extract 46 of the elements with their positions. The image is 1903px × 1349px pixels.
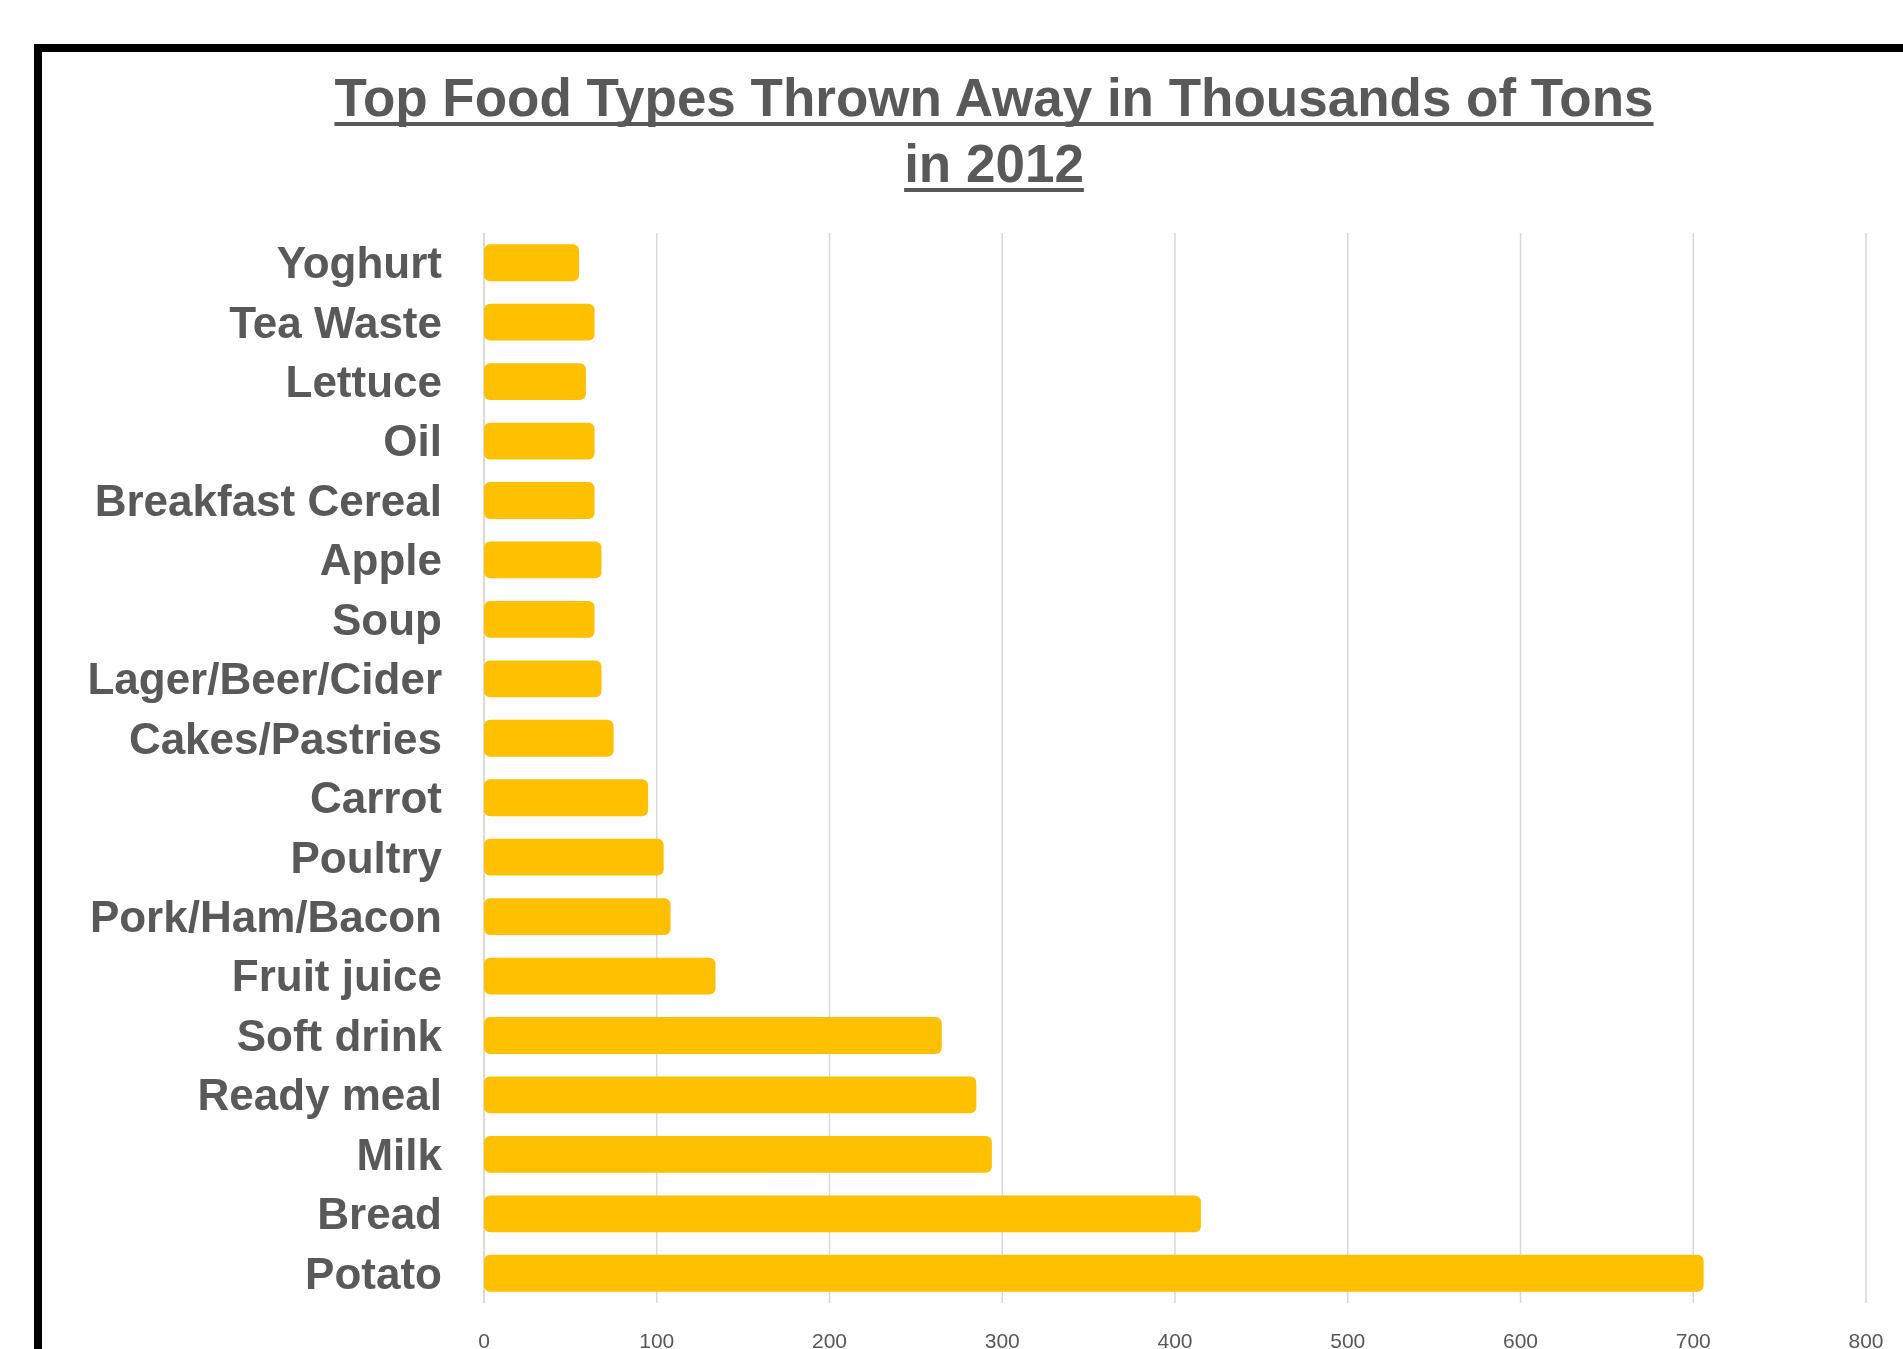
bar <box>484 541 602 579</box>
x-tick-label: 200 <box>811 1329 848 1349</box>
bar <box>484 244 580 282</box>
y-tick-label: Ready meal <box>197 1070 442 1120</box>
y-tick-label: Potato <box>305 1248 442 1298</box>
bar <box>484 779 649 817</box>
y-tick-label: Cakes/Pastries <box>128 713 442 763</box>
y-tick-label: Tea Waste <box>229 297 442 347</box>
bar <box>484 422 595 460</box>
bar <box>484 600 595 638</box>
chart-title: Top Food Types Thrown Away in Thousands of Tons in 2012 <box>334 68 1654 193</box>
x-tick-label: 500 <box>1330 1329 1366 1349</box>
y-tick-label: Soup <box>332 594 442 644</box>
x-tick-label: 800 <box>1848 1329 1884 1349</box>
x-tick-label: 100 <box>639 1329 675 1349</box>
y-tick-label: Poultry <box>290 832 443 882</box>
bar <box>484 719 614 757</box>
bar <box>484 363 586 401</box>
bar <box>484 1254 1704 1292</box>
y-tick-label: Carrot <box>309 773 443 823</box>
y-tick-label: Yoghurt <box>276 238 443 288</box>
y-tick-label: Pork/Ham/Bacon <box>89 892 442 942</box>
bar <box>484 1076 977 1114</box>
x-tick-label: 700 <box>1675 1329 1711 1349</box>
y-tick-label: Fruit juice <box>231 951 442 1001</box>
bar <box>484 957 716 995</box>
bar <box>484 1195 1201 1233</box>
y-tick-label: Lager/Beer/Cider <box>87 654 442 704</box>
x-tick-label: 600 <box>1502 1329 1539 1349</box>
bar <box>484 303 595 341</box>
bar <box>484 1135 992 1173</box>
x-tick-label: 300 <box>984 1329 1020 1349</box>
y-tick-label: Bread <box>317 1189 442 1239</box>
y-tick-label: Milk <box>356 1129 443 1179</box>
y-tick-label: Oil <box>383 416 442 466</box>
bar <box>484 660 602 698</box>
bar <box>484 838 664 876</box>
bar <box>484 482 595 519</box>
y-tick-label: Breakfast Cereal <box>94 475 442 525</box>
x-tick-label: 400 <box>1157 1329 1193 1349</box>
y-tick-label: Apple <box>319 535 442 585</box>
y-tick-label: Soft drink <box>236 1010 443 1060</box>
bar <box>484 898 671 936</box>
y-tick-label: Lettuce <box>285 357 442 407</box>
bar <box>484 1017 942 1054</box>
x-tick-label: 0 <box>478 1329 490 1349</box>
